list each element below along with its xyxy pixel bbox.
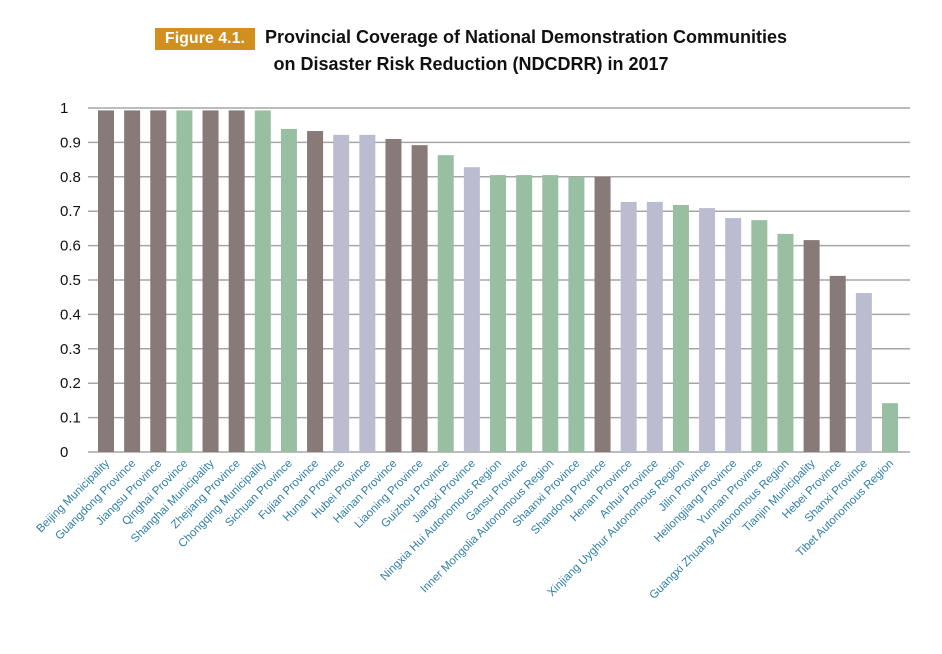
chart-title: Figure 4.1. Provincial Coverage of Nation…	[0, 24, 942, 78]
bar	[490, 175, 506, 452]
bar	[307, 131, 324, 452]
bar	[437, 155, 454, 453]
y-tick-label: 1	[60, 100, 68, 117]
bar	[620, 201, 637, 452]
bar	[516, 175, 533, 452]
bar	[542, 175, 559, 452]
bar	[202, 110, 219, 453]
y-tick-label: 0.6	[60, 238, 81, 255]
bar	[568, 176, 585, 453]
y-tick-label: 0.7	[60, 203, 81, 220]
bar	[124, 110, 141, 453]
bar	[855, 293, 872, 452]
bar	[333, 134, 350, 452]
y-tick-label: 0	[60, 444, 68, 461]
bar	[803, 240, 820, 452]
bar	[725, 218, 742, 452]
bar	[280, 128, 297, 452]
bar	[699, 208, 716, 452]
bar	[385, 138, 402, 452]
bar	[98, 110, 114, 453]
y-tick-label: 0.3	[60, 341, 81, 358]
figure-label: Figure 4.1.	[154, 28, 255, 50]
bar	[176, 110, 193, 453]
bar	[411, 145, 428, 453]
y-tick-label: 0.9	[60, 134, 81, 151]
title-line-1: Provincial Coverage of National Demonstr…	[264, 27, 788, 47]
bar	[646, 201, 663, 452]
y-tick-label: 0.2	[60, 375, 81, 392]
bar	[882, 403, 898, 452]
title-line-2: on Disaster Risk Reduction (NDCDRR) in 2…	[273, 54, 669, 74]
y-tick-label: 0.5	[60, 272, 81, 289]
bar	[594, 176, 611, 453]
bar	[463, 167, 480, 452]
bar	[359, 134, 376, 452]
y-tick-label: 0.8	[60, 169, 81, 186]
bar	[751, 220, 768, 452]
bar	[777, 233, 794, 452]
bar	[254, 110, 271, 453]
bar	[228, 110, 245, 453]
bar	[829, 275, 846, 452]
bar	[672, 205, 689, 452]
y-tick-label: 0.1	[60, 410, 81, 427]
y-tick-label: 0.4	[60, 306, 81, 323]
bar	[150, 110, 167, 453]
